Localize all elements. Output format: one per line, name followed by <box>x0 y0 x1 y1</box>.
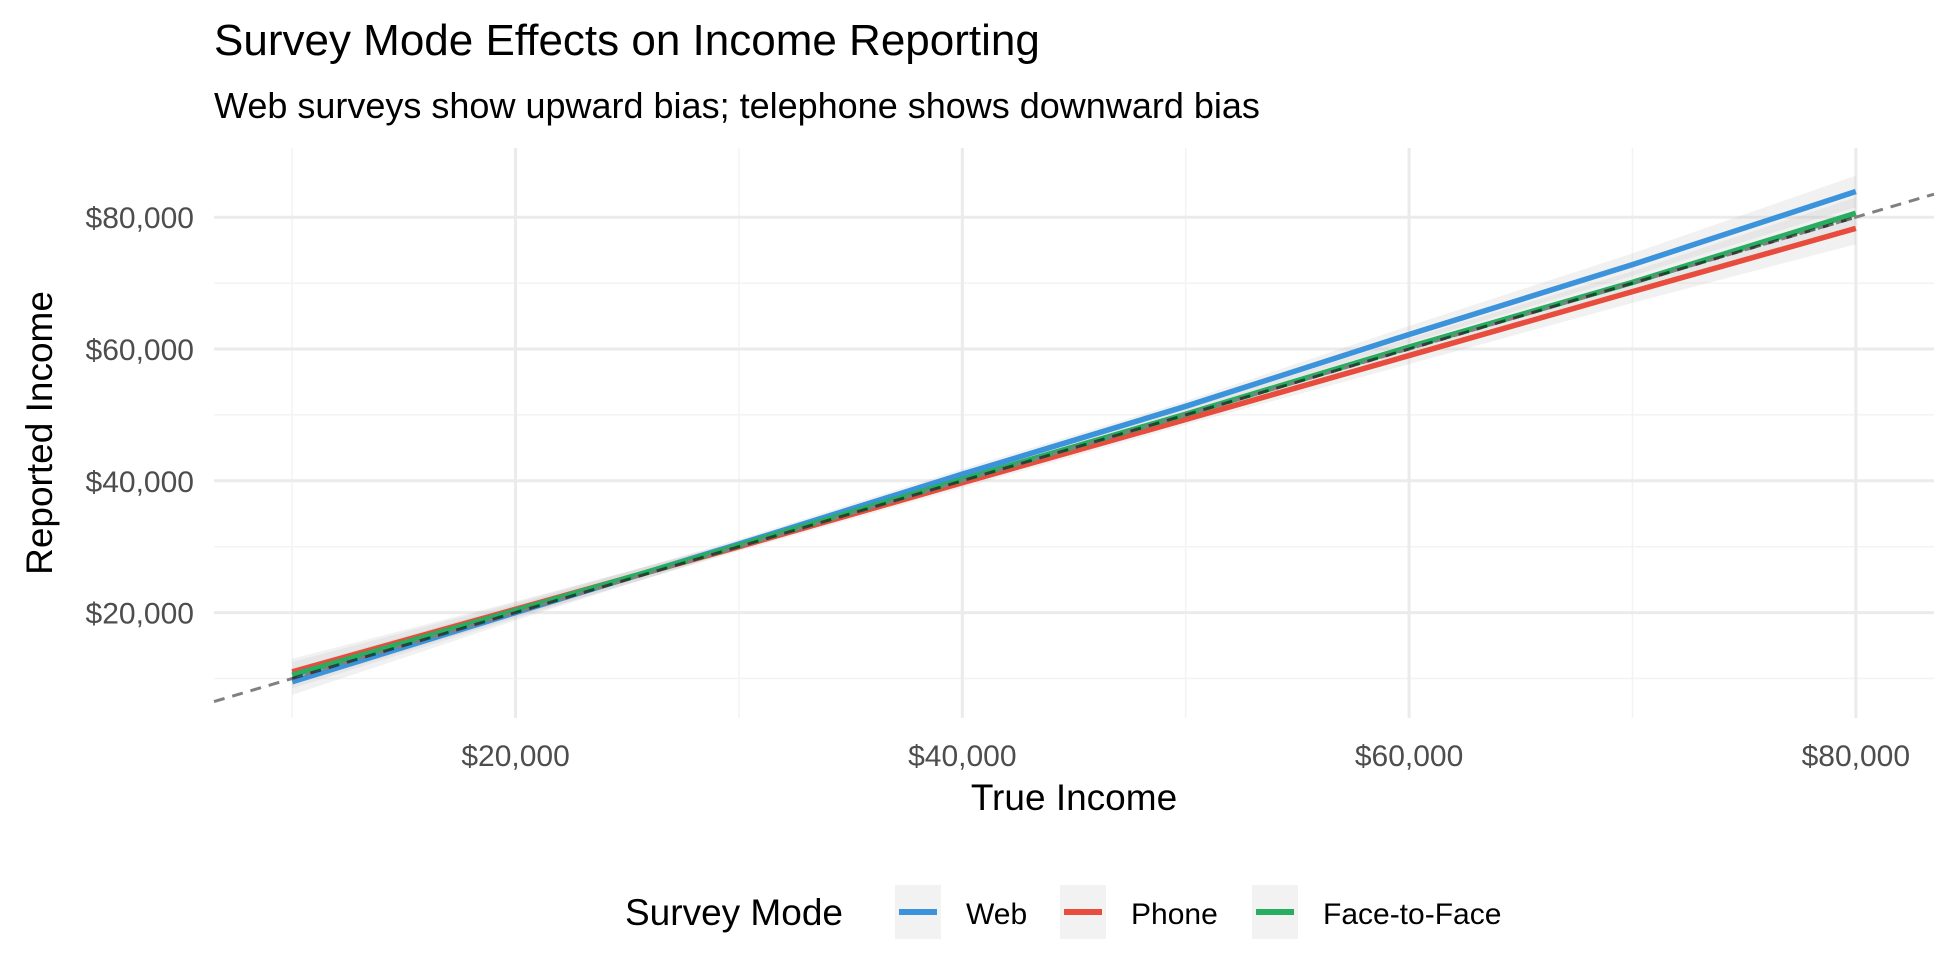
reference-line <box>213 192 1935 703</box>
legend-entry-label: Face-to-Face <box>1323 898 1501 931</box>
y-tick-labels: $20,000 $40,000 $60,000 $80,000 <box>86 202 194 630</box>
y-tick-label: $80,000 <box>86 202 194 235</box>
y-tick-label: $40,000 <box>86 466 194 499</box>
major-gridlines <box>214 148 1934 718</box>
confidence-ribbons <box>292 175 1856 695</box>
reference-line-group <box>213 192 1935 703</box>
x-axis-label: True Income <box>971 777 1177 818</box>
legend: Survey Mode Web Phone Face-to-Face <box>625 885 1501 939</box>
chart-title: Survey Mode Effects on Income Reporting <box>214 16 1040 65</box>
y-tick-label: $60,000 <box>86 334 194 367</box>
y-tick-label: $20,000 <box>86 598 194 631</box>
x-tick-labels: $20,000 $40,000 $60,000 $80,000 <box>461 740 1910 773</box>
x-tick-label: $40,000 <box>908 740 1016 773</box>
x-tick-label: $80,000 <box>1802 740 1910 773</box>
x-tick-label: $60,000 <box>1355 740 1463 773</box>
x-tick-label: $20,000 <box>461 740 569 773</box>
y-axis-label: Reported Income <box>19 291 60 575</box>
legend-entry-label: Web <box>966 898 1027 931</box>
legend-title: Survey Mode <box>625 892 843 933</box>
minor-gridlines <box>214 148 1934 718</box>
ci-ribbon-web <box>292 175 1856 695</box>
reference-line-overlay <box>291 215 1857 680</box>
legend-entry-label: Phone <box>1131 898 1218 931</box>
chart-subtitle: Web surveys show upward bias; telephone … <box>214 85 1260 126</box>
